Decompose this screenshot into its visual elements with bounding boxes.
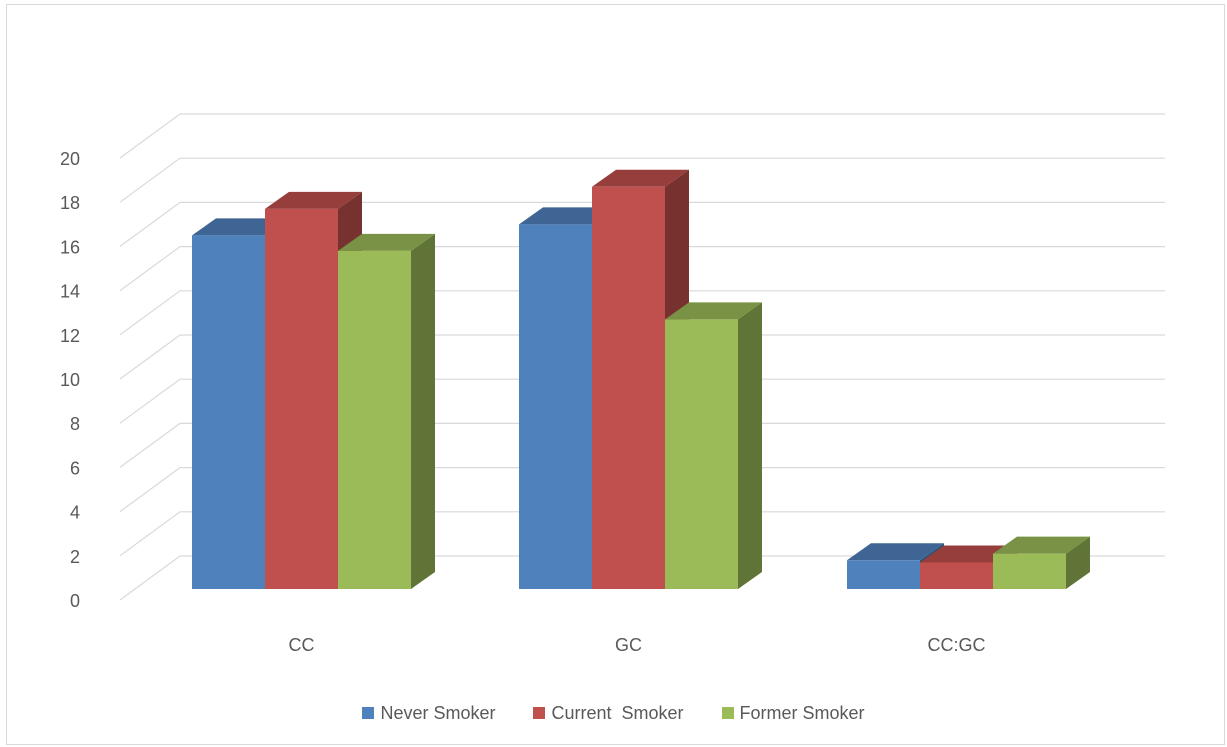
y-tick-label: 20	[60, 149, 80, 169]
bar-side	[1066, 536, 1090, 589]
y-tick-label: 0	[70, 591, 80, 611]
grid-line-diagonal	[119, 246, 181, 292]
bar	[592, 169, 689, 589]
bar-side	[411, 233, 435, 589]
legend-swatch	[721, 707, 734, 719]
y-tick-label: 6	[70, 458, 80, 478]
x-tick-label: CC	[289, 635, 315, 655]
y-tick-label: 10	[60, 370, 80, 390]
bar-top	[592, 169, 689, 187]
bar-top	[265, 191, 362, 209]
bar-top	[847, 543, 944, 561]
grid-line-diagonal	[119, 511, 181, 557]
legend-label: Former Smoker	[739, 702, 865, 723]
grid-line-diagonal	[119, 467, 181, 513]
legend: Never Smoker Current Smoker Former Smoke…	[0, 700, 1227, 726]
y-tick-label: 2	[70, 547, 80, 567]
legend-item-current-smoker: Current Smoker	[533, 702, 684, 724]
y-tick-label: 18	[60, 193, 80, 213]
legend-swatch	[533, 707, 546, 719]
x-tick-label: CC:GC	[928, 635, 986, 655]
legend-swatch	[362, 707, 375, 719]
legend-label: Current Smoker	[551, 702, 684, 723]
bar-front	[920, 562, 993, 589]
x-tick-label: GC	[615, 635, 642, 655]
grid-line-diagonal	[119, 378, 181, 424]
bar	[993, 536, 1090, 589]
bar-top	[192, 218, 289, 236]
bar-front	[519, 224, 592, 589]
legend-item-former-smoker: Former Smoker	[721, 702, 865, 724]
bars	[192, 169, 1090, 589]
bar-front	[338, 250, 411, 589]
bar-top	[519, 207, 616, 225]
bar-front	[847, 560, 920, 589]
bar	[665, 302, 762, 589]
bar-front	[665, 319, 738, 589]
grid-line-diagonal	[119, 157, 181, 203]
bar-top	[338, 233, 435, 251]
bar	[920, 545, 1017, 589]
bar-side	[738, 302, 762, 589]
bar-front	[265, 208, 338, 589]
bar	[338, 233, 435, 589]
grid-line-diagonal	[119, 555, 181, 601]
bar-front	[192, 235, 265, 589]
grid-line-diagonal	[119, 290, 181, 336]
y-tick-label: 16	[60, 237, 80, 257]
grid-line-diagonal	[119, 334, 181, 380]
chart-frame	[6, 4, 1225, 745]
y-tick-label: 8	[70, 414, 80, 434]
y-tick-label: 14	[60, 282, 80, 302]
bar-front	[592, 186, 665, 589]
y-tick-label: 4	[70, 503, 80, 523]
legend-label: Never Smoker	[380, 702, 496, 723]
bar-front	[993, 553, 1066, 589]
grid-line-diagonal	[119, 201, 181, 247]
grid-line-diagonal	[119, 422, 181, 468]
legend-item-never-smoker: Never Smoker	[362, 703, 495, 724]
y-tick-label: 12	[60, 326, 80, 346]
bar-top	[993, 536, 1090, 554]
bar-top	[920, 545, 1017, 563]
y-axis: 0 2 4 6 8 10 12 14 16 18 20	[60, 149, 80, 611]
grid-line-diagonal	[119, 113, 181, 159]
bar-top	[665, 302, 762, 320]
x-axis: CC GC CC:GC	[289, 635, 986, 655]
